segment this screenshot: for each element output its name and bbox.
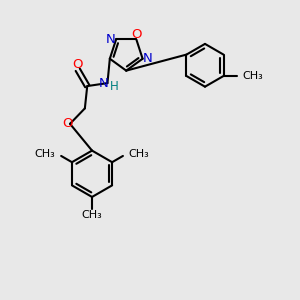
Text: CH₃: CH₃ <box>242 71 263 81</box>
Text: CH₃: CH₃ <box>129 149 150 160</box>
Text: CH₃: CH₃ <box>82 210 102 220</box>
Text: N: N <box>143 52 153 65</box>
Text: N: N <box>106 33 116 46</box>
Text: O: O <box>62 117 72 130</box>
Text: O: O <box>72 58 83 71</box>
Text: O: O <box>131 28 142 40</box>
Text: H: H <box>110 80 118 94</box>
Text: CH₃: CH₃ <box>34 149 55 160</box>
Text: N: N <box>99 76 109 90</box>
